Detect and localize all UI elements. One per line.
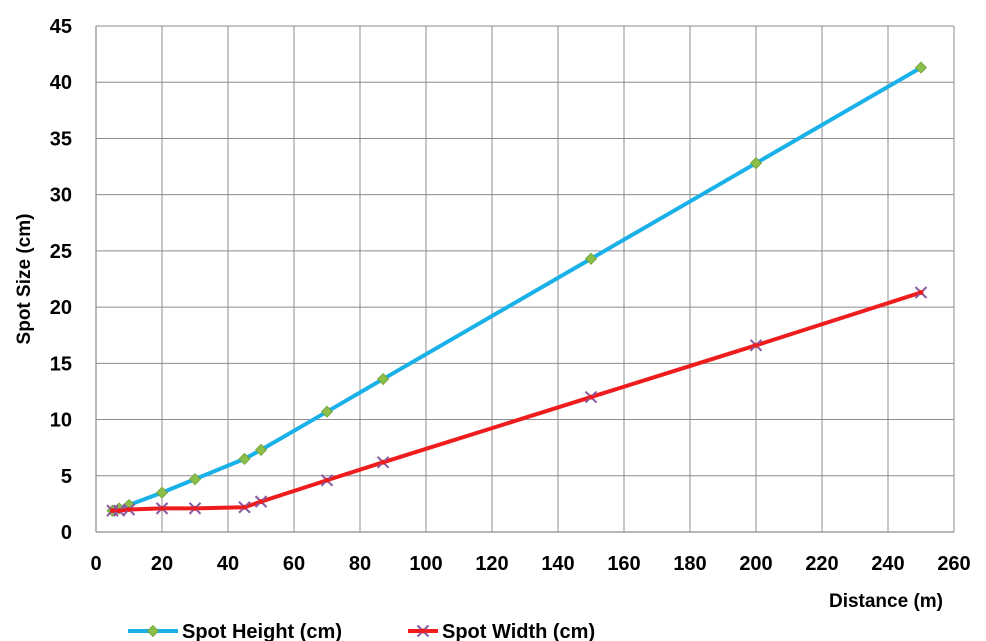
y-tick-label: 40 <box>50 72 72 94</box>
x-tick-label: 160 <box>607 553 640 575</box>
grid <box>95 25 955 533</box>
data-point-marker <box>320 405 334 418</box>
x-tick-label: 240 <box>871 553 904 575</box>
series-line <box>112 290 922 513</box>
data-point-marker <box>112 504 126 517</box>
data-point-marker <box>188 473 202 486</box>
data-point-marker <box>188 502 202 515</box>
data-point-marker <box>238 452 251 465</box>
legend: Spot Height (cm) Spot Width (cm) <box>128 621 595 641</box>
x-tick-label: 260 <box>937 553 970 575</box>
data-point-marker <box>155 502 169 515</box>
y-tick-label: 35 <box>50 128 72 150</box>
y-tick-label: 0 <box>61 522 72 544</box>
x-tick-label: 200 <box>739 553 772 575</box>
x-tick-label: 40 <box>217 553 239 575</box>
legend-label: Spot Width (cm) <box>442 621 595 641</box>
data-point-marker <box>146 624 160 638</box>
data-point-marker <box>416 624 430 638</box>
axes <box>95 26 954 533</box>
data-point-marker <box>584 390 598 404</box>
y-tick-label: 10 <box>50 410 72 432</box>
x-tick-label: 100 <box>409 553 442 575</box>
series-spot-height <box>106 61 928 517</box>
data-point-marker <box>377 373 390 386</box>
legend-item: Spot Height (cm) <box>128 621 342 641</box>
y-tick-label: 45 <box>50 16 72 38</box>
y-tick-label: 20 <box>50 297 72 319</box>
x-tick-label: 20 <box>151 553 173 575</box>
x-tick-labels: 0 20 40 60 80 100 120 140 160 180 200 220 240 260 <box>90 553 970 575</box>
y-tick-label: 25 <box>50 241 72 263</box>
x-tick-label: 120 <box>475 553 508 575</box>
data-point-marker <box>749 339 763 352</box>
data-point-marker <box>749 157 763 170</box>
y-tick-label: 15 <box>50 353 72 375</box>
data-point-marker <box>584 252 598 265</box>
data-point-marker <box>155 486 169 499</box>
x-axis-title: Distance (m) <box>829 591 943 612</box>
series <box>106 61 928 517</box>
data-point-marker <box>238 501 251 514</box>
x-tick-label: 220 <box>805 553 838 575</box>
x-tick-label: 60 <box>283 553 305 575</box>
x-tick-label: 180 <box>673 553 706 575</box>
x-tick-label: 140 <box>541 553 574 575</box>
y-tick-labels: 0 5 10 15 20 25 30 35 40 45 <box>50 16 72 544</box>
series-line <box>111 65 923 513</box>
data-point-marker <box>254 495 268 508</box>
x-tick-label: 80 <box>349 553 371 575</box>
legend-item: Spot Width (cm) <box>408 621 595 641</box>
y-tick-label: 30 <box>50 185 72 207</box>
y-tick-label: 5 <box>61 466 72 488</box>
data-point-marker <box>122 503 136 516</box>
x-tick-label: 0 <box>90 553 101 575</box>
data-point-marker <box>914 286 928 299</box>
y-axis-title: Spot Size (cm) <box>14 214 35 345</box>
data-point-marker <box>914 61 928 74</box>
series-spot-width <box>106 286 928 517</box>
data-point-marker <box>254 443 268 456</box>
legend-label: Spot Height (cm) <box>182 621 342 641</box>
data-point-marker <box>376 456 390 469</box>
data-point-marker <box>320 474 334 487</box>
